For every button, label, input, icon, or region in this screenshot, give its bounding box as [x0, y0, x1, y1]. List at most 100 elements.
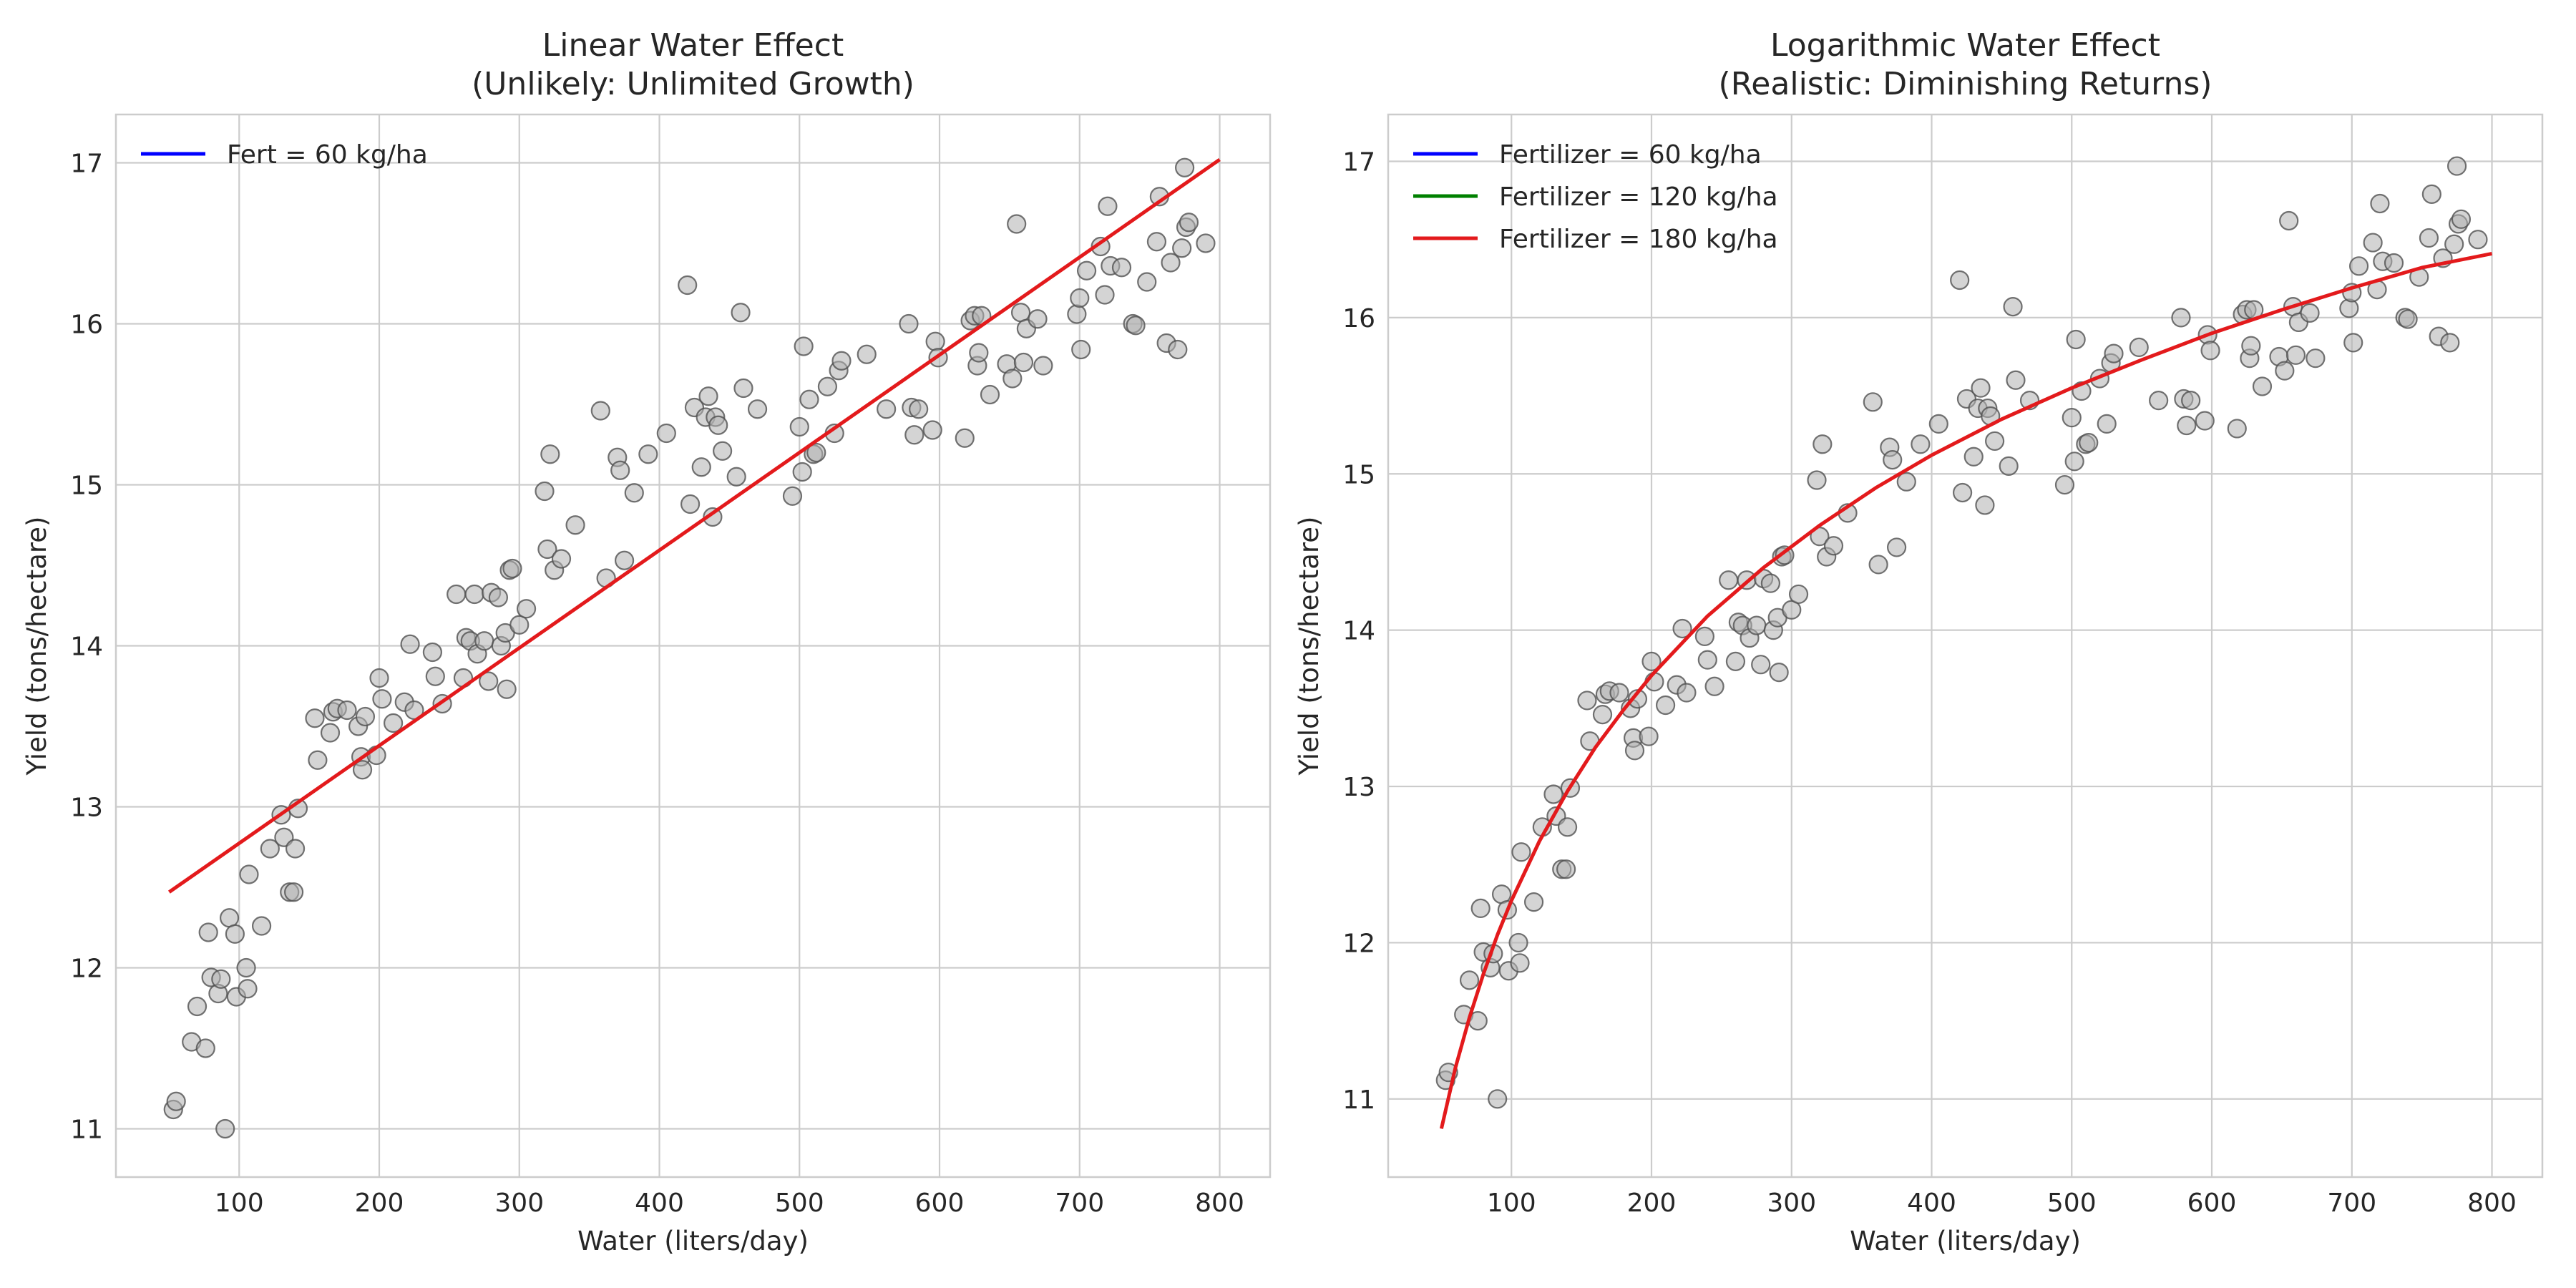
data-point [2181, 391, 2201, 411]
y-tick-label: 14 [70, 633, 103, 662]
data-point [166, 1091, 186, 1111]
data-point [537, 539, 557, 560]
data-point [236, 957, 256, 978]
data-point [726, 467, 746, 487]
x-tick-label: 300 [494, 1189, 544, 1218]
data-point [1868, 555, 1888, 575]
data-point [1985, 431, 2005, 452]
data-point [2398, 309, 2418, 329]
y-tick-label: 15 [1342, 460, 1375, 489]
data-point [1028, 309, 1048, 329]
data-point [1813, 434, 1833, 454]
data-point [1179, 213, 1199, 233]
data-point [794, 336, 814, 356]
data-point [1963, 447, 1984, 467]
data-point [1556, 859, 1576, 879]
data-point [799, 389, 819, 409]
data-point [425, 666, 445, 686]
data-point [1168, 339, 1188, 360]
data-point [691, 457, 711, 477]
data-point [516, 599, 537, 619]
data-point [488, 587, 509, 608]
data-point [225, 924, 245, 944]
data-point [1760, 573, 1781, 593]
data-point [308, 750, 328, 770]
data-point [792, 462, 812, 482]
data-point [447, 584, 467, 605]
x-tick-label: 700 [2327, 1189, 2376, 1218]
data-point [1928, 414, 1948, 434]
data-point [703, 507, 723, 527]
data-point [219, 908, 240, 928]
data-point [831, 351, 852, 371]
data-point [239, 864, 259, 884]
data-point [2003, 297, 2023, 317]
data-point [1161, 253, 1181, 273]
data-point [1511, 842, 1531, 862]
data-point [1641, 651, 1662, 671]
data-point [1694, 626, 1715, 646]
data-point [1592, 704, 1613, 725]
data-point [1111, 258, 1132, 278]
data-point [2363, 233, 2383, 253]
y-axis-label: Yield (tons/hectare) [21, 517, 52, 776]
data-point [922, 420, 942, 440]
data-point [1557, 817, 1578, 837]
data-point [352, 760, 373, 780]
data-point [1137, 272, 1157, 292]
legend-label: Fertilizer = 180 kg/ha [1499, 225, 1778, 254]
data-point [474, 631, 494, 651]
data-point [1033, 356, 1053, 376]
data-point [590, 401, 610, 421]
chart-title-line1: Linear Water Effect [542, 27, 844, 64]
data-point [285, 839, 306, 859]
y-tick-label: 11 [70, 1116, 103, 1145]
data-point [1672, 618, 1692, 639]
series-line [1439, 251, 2492, 1129]
data-point [731, 303, 751, 323]
data-point [422, 642, 443, 663]
data-point [464, 584, 484, 605]
data-point [782, 486, 803, 506]
data-point [925, 331, 945, 351]
data-point [369, 668, 389, 688]
data-point [540, 444, 560, 464]
data-point [535, 481, 555, 502]
data-point [1775, 545, 1795, 565]
y-axis-label: Yield (tons/hectare) [1294, 517, 1324, 776]
data-point [610, 460, 630, 480]
data-point [1975, 495, 1995, 515]
data-point [1070, 288, 1090, 308]
data-point [955, 428, 975, 448]
data-point [969, 343, 989, 363]
data-point [2279, 210, 2299, 231]
data-point [2252, 376, 2273, 396]
linear-panel: Linear Water Effect (Unlikely: Unlimited… [21, 27, 1272, 1257]
data-point [638, 444, 658, 464]
x-tick-label: 600 [915, 1189, 965, 1218]
legend-label: Fertilizer = 60 kg/ha [1499, 140, 1762, 170]
data-point [1719, 570, 1739, 590]
data-point [1007, 214, 1027, 234]
data-point [1823, 536, 1844, 556]
data-point [1788, 584, 1809, 605]
data-point [1697, 650, 1717, 670]
data-point [1010, 303, 1031, 323]
data-point [1577, 691, 1597, 711]
logarithmic-panel: Logarithmic Water Effect (Realistic: Dim… [1294, 27, 2544, 1257]
data-point [2062, 408, 2082, 428]
data-point [2241, 336, 2261, 356]
data-point [1067, 304, 1087, 324]
y-tick-label: 15 [70, 472, 103, 501]
data-point [2285, 345, 2306, 365]
data-point [215, 1118, 235, 1139]
data-point [260, 839, 280, 859]
data-point [1886, 537, 1907, 557]
data-point [2468, 230, 2488, 250]
y-tick-label: 12 [70, 955, 103, 984]
observations [1435, 156, 2488, 1109]
data-point [400, 634, 420, 654]
data-point [614, 550, 635, 570]
data-point [1013, 352, 1034, 373]
